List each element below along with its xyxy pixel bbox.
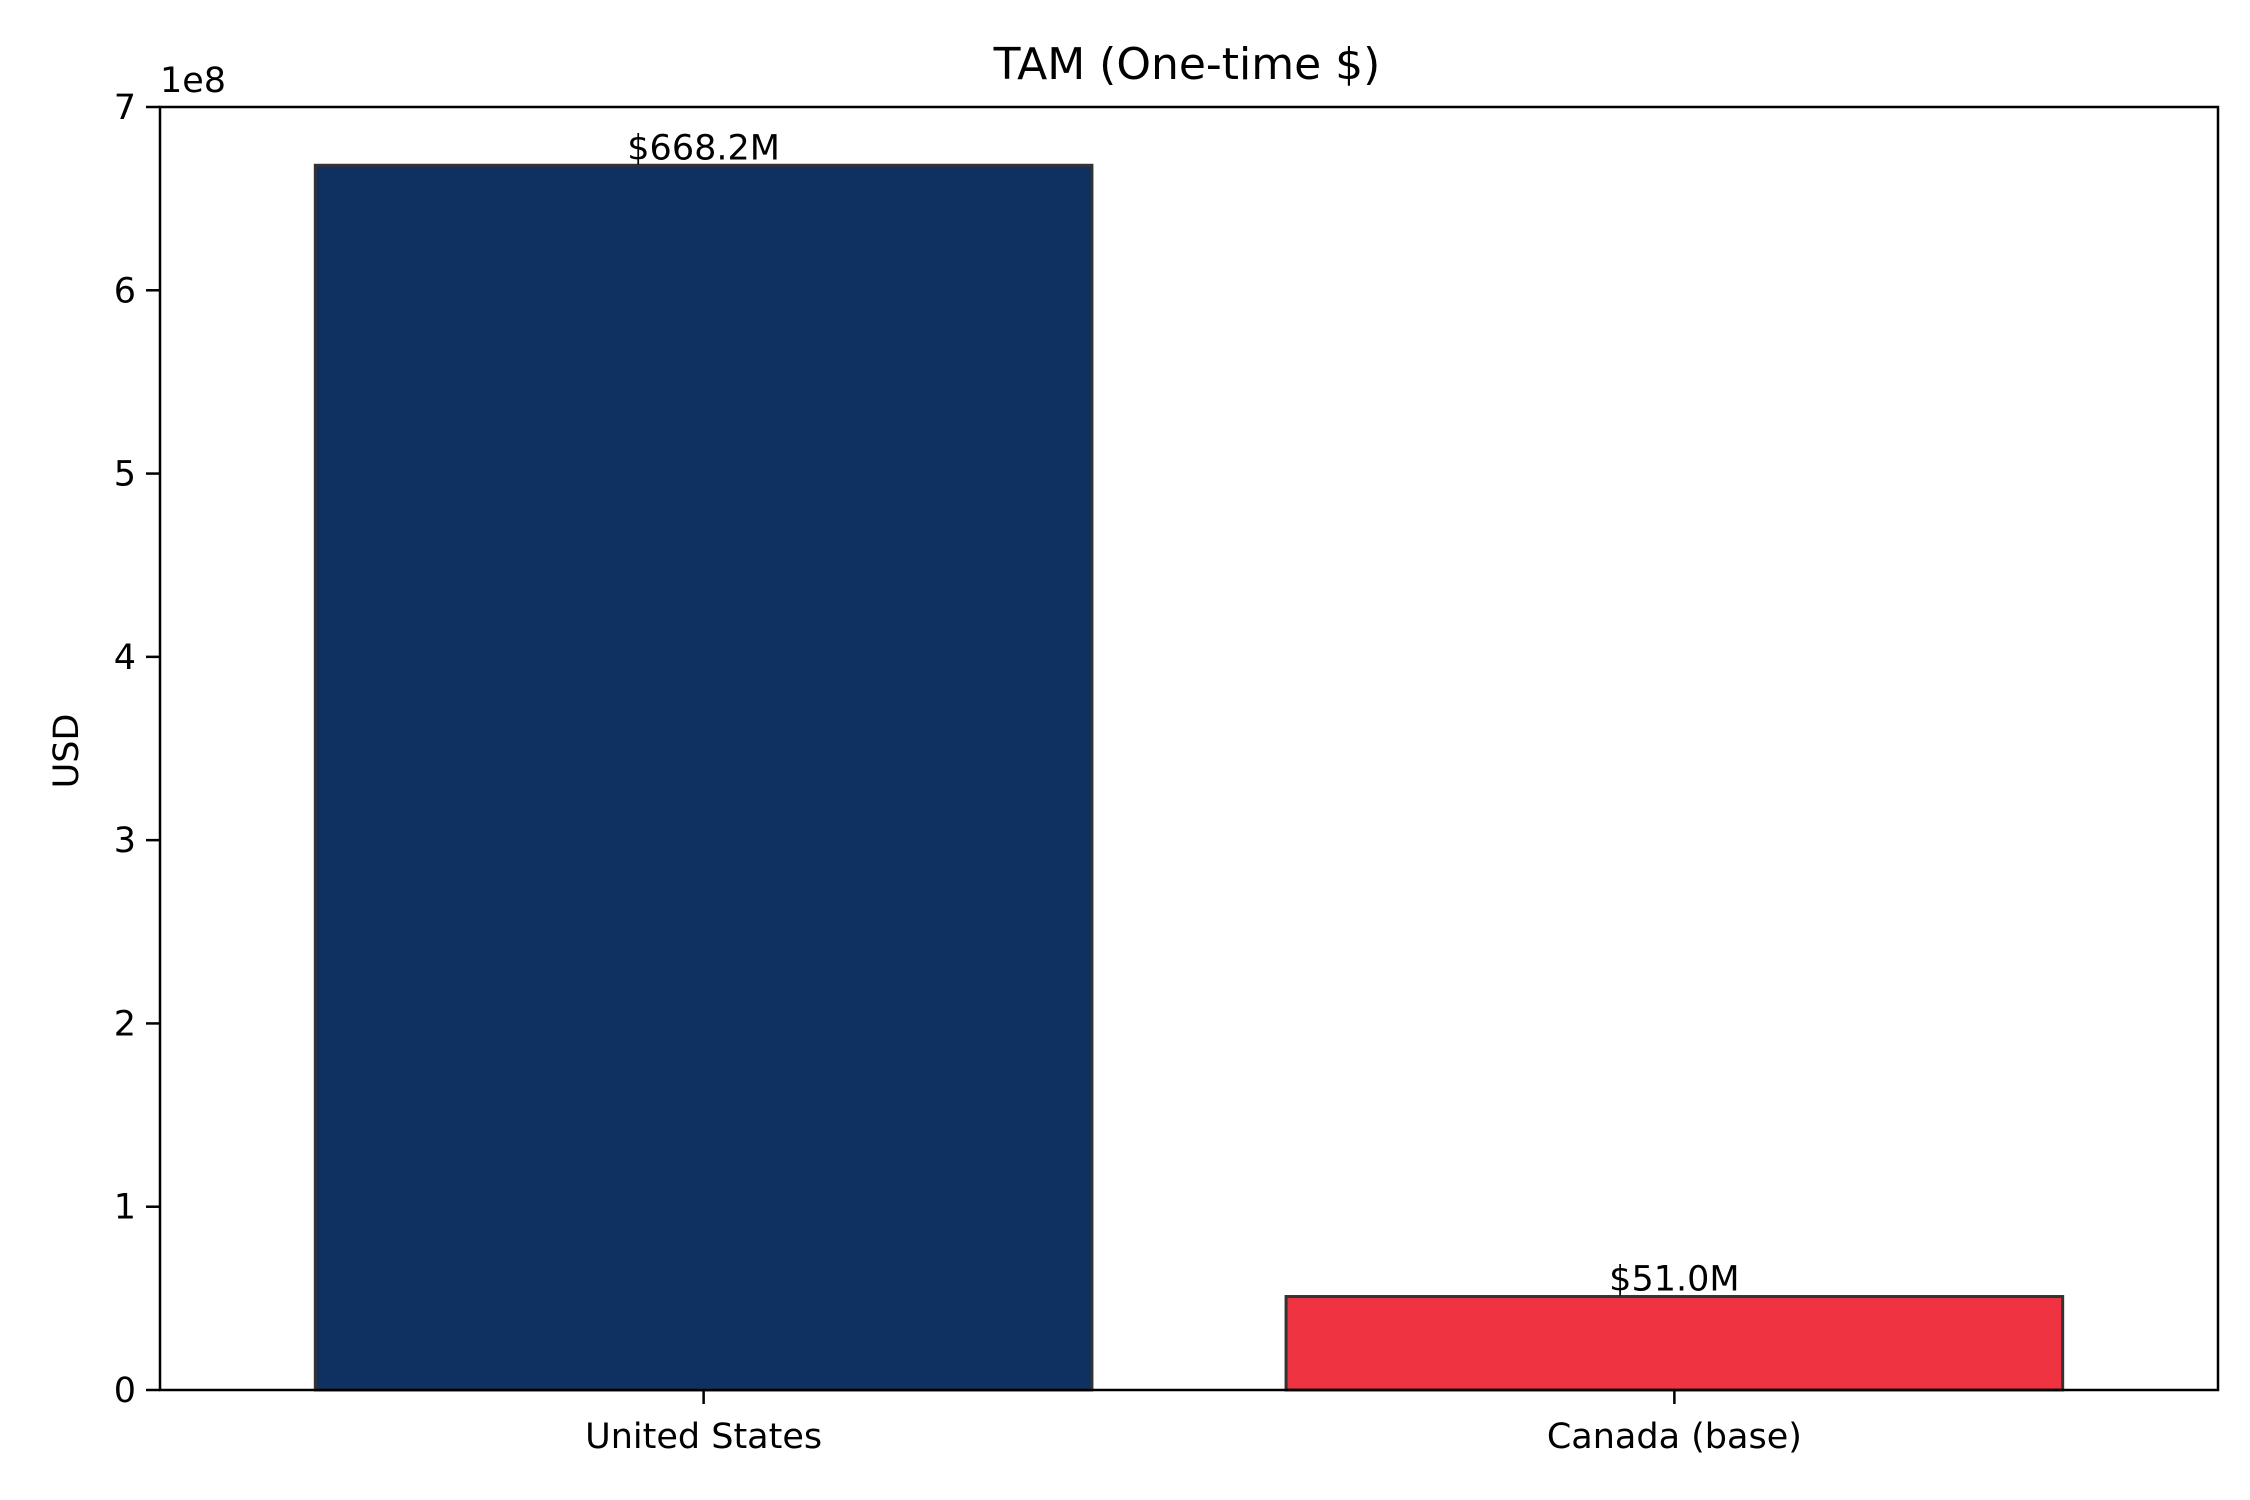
bar-canada-base: [1284, 1295, 2065, 1392]
y-tick-label: 4: [114, 638, 136, 678]
bar-data-label: $668.2M: [627, 128, 780, 168]
bar-data-label: $51.0M: [1609, 1260, 1739, 1300]
x-tick-label: United States: [585, 1417, 822, 1457]
y-tick-label: 5: [114, 455, 136, 495]
y-tick-label: 7: [114, 88, 136, 128]
bar-labels-group: $668.2M $51.0M: [627, 128, 1739, 1299]
y-tick-label: 6: [114, 271, 136, 311]
bar-united-states: [313, 163, 1094, 1392]
y-tick-label: 1: [114, 1188, 136, 1228]
x-axis-ticks: United States Canada (base): [585, 1390, 1802, 1457]
y-axis-offset-text: 1e8: [160, 61, 226, 101]
y-tick-label: 3: [114, 821, 136, 861]
x-tick-label: Canada (base): [1547, 1417, 1802, 1457]
y-axis-ticks: 0 1 2 3 4 5 6 7: [114, 88, 160, 1411]
y-tick-label: 0: [114, 1371, 136, 1411]
y-tick-label: 2: [114, 1004, 136, 1044]
bars-group: [313, 163, 2065, 1392]
y-axis-label: USD: [47, 714, 87, 789]
plot-area-frame: [158, 105, 2220, 1392]
chart-title: TAM (One-time $): [993, 39, 1381, 90]
